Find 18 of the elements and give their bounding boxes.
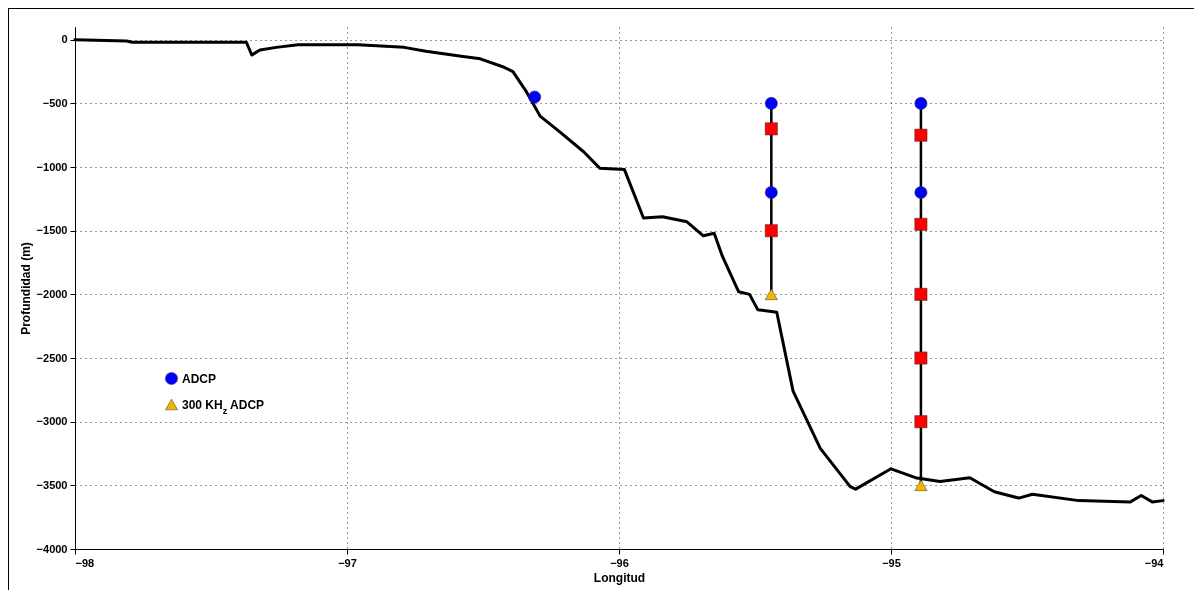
x-axis-title: Longitud [593,570,646,585]
y-tick-label: −1500 [36,224,68,237]
x-tick-label: −94 [1144,556,1165,569]
x-tick-label: −97 [338,556,357,569]
x-tick-label: −96 [610,556,629,569]
legend-label: 300 KH$_{z}$ ADCP [182,397,265,416]
y-tick-label: −3000 [36,415,68,428]
y-tick-label: −500 [42,96,68,109]
x-tick-label: −98 [75,556,95,569]
y-tick-label: −3500 [36,478,68,491]
y-tick-label: −2000 [36,287,68,300]
y-tick-label: 0 [61,33,68,46]
legend-label: ADCP [182,371,217,386]
y-axis-title: Profundidad (m) [18,242,33,335]
x-tick-label: −95 [882,556,901,569]
y-tick-label: −1000 [36,160,68,173]
y-tick-label: −4000 [36,542,68,555]
y-tick-label: −2500 [36,351,68,364]
